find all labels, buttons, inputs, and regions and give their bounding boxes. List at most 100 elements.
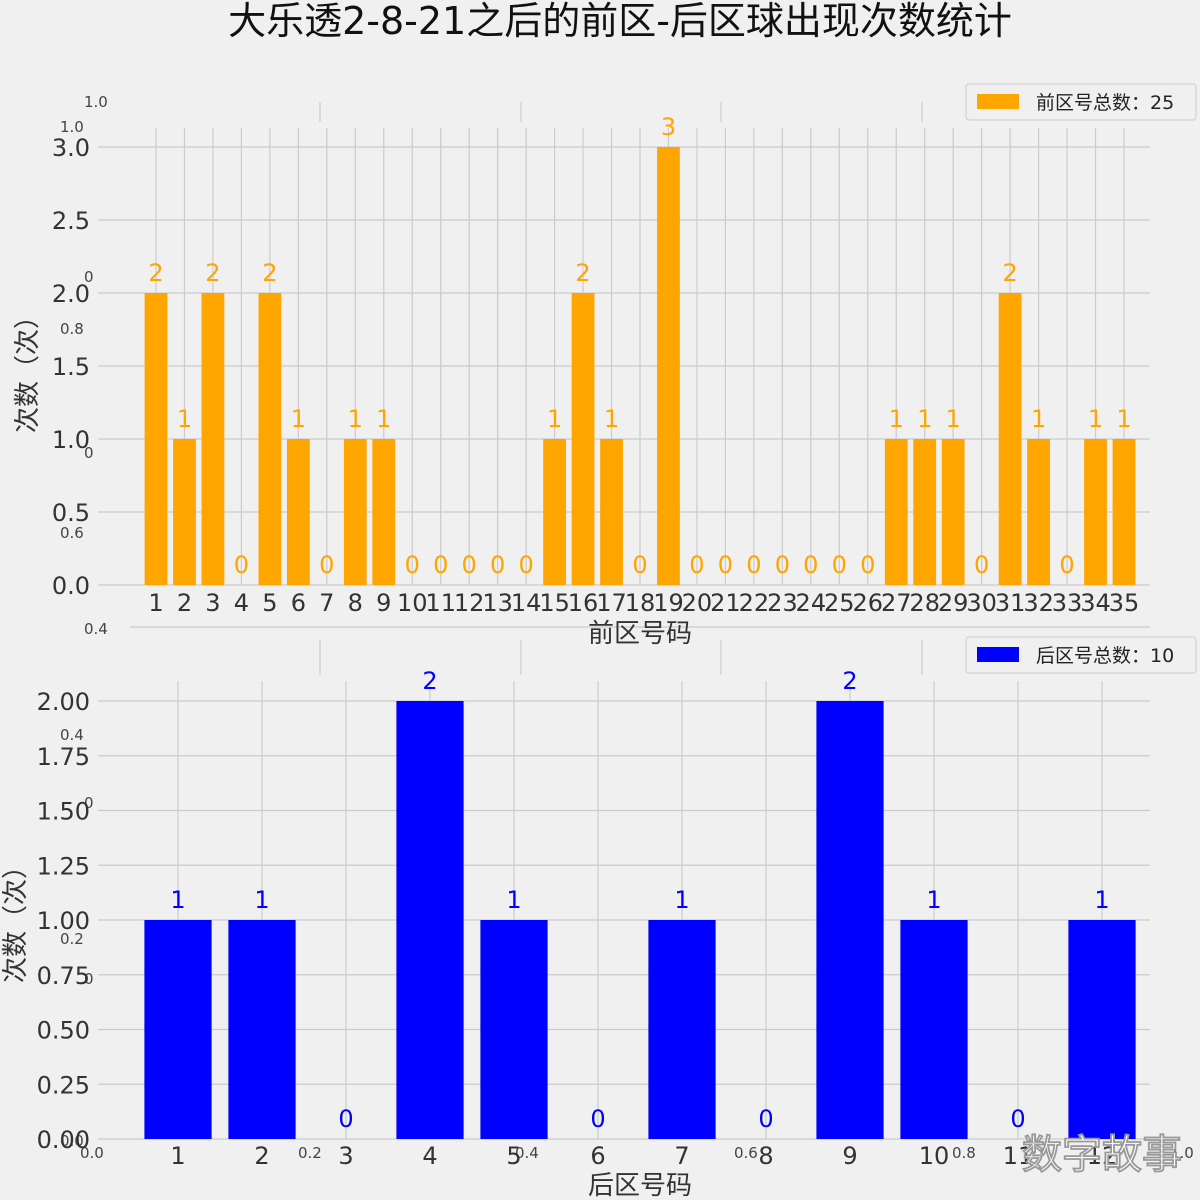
back-value-label: 1 xyxy=(254,886,269,914)
back-y-tick-label: 2.00 xyxy=(37,688,90,716)
back-value-label: 2 xyxy=(422,667,437,695)
back-value-label: 0 xyxy=(338,1105,353,1133)
front-value-label: 0 xyxy=(234,551,249,579)
back-legend: 后区号总数：10 xyxy=(965,636,1197,674)
front-x-tick-label: 22 xyxy=(739,589,770,617)
front-x-tick-label: 10 xyxy=(397,589,428,617)
ghost-tick-label: 0 xyxy=(84,444,94,462)
front-y-tick-labels: 0.0 0.5 1.0 1.5 2.0 2.5 3.0 xyxy=(52,134,90,600)
front-x-tick-label: 32 xyxy=(1023,589,1054,617)
front-x-tick-label: 25 xyxy=(824,589,855,617)
front-value-label: 0 xyxy=(689,551,704,579)
back-x-tick-label: 12 xyxy=(1087,1142,1118,1170)
front-value-label: 0 xyxy=(462,551,477,579)
front-bar xyxy=(884,439,908,585)
back-value-label: 0 xyxy=(590,1105,605,1133)
front-value-label: 1 xyxy=(889,405,904,433)
front-value-label: 0 xyxy=(319,551,334,579)
front-y-tick-label: 1.5 xyxy=(52,353,90,381)
front-value-label: 1 xyxy=(376,405,391,433)
back-bar xyxy=(396,701,464,1139)
front-x-axis-label: 前区号码 xyxy=(588,619,692,649)
front-x-tick-label: 24 xyxy=(796,589,827,617)
ghost-tick-label: 0.4 xyxy=(84,620,108,638)
front-value-label: 1 xyxy=(291,405,306,433)
front-value-label: 0 xyxy=(775,551,790,579)
back-y-tick-label: 1.00 xyxy=(37,907,90,935)
back-y-tick-label: 0.25 xyxy=(37,1071,90,1099)
back-bar xyxy=(144,920,212,1139)
front-legend: 前区号总数：25 xyxy=(965,83,1197,121)
front-x-tick-label: 35 xyxy=(1109,589,1140,617)
back-x-tick-labels: 1 2 3 4 5 6 7 8 9 10 11 12 xyxy=(170,1142,1117,1170)
front-y-tick-label: 0.0 xyxy=(52,572,90,600)
front-bar xyxy=(600,439,623,585)
ghost-tick-label: 0.8 xyxy=(60,320,84,338)
back-x-tick-label: 9 xyxy=(842,1142,857,1170)
front-bar xyxy=(571,293,595,585)
front-x-tick-label: 2 xyxy=(177,589,192,617)
front-legend-label: 前区号总数：25 xyxy=(1036,92,1174,114)
back-value-label: 1 xyxy=(674,886,689,914)
front-value-label: 1 xyxy=(348,405,363,433)
ghost-axes: 1.0 1.0 0 0.8 0 0.6 0.4 0.4 0 0.2 0 0.0 … xyxy=(60,93,1194,1162)
ghost-tick-label: 0.8 xyxy=(952,1144,976,1162)
ghost-tick-label: 0.0 xyxy=(80,1144,104,1162)
front-value-label: 0 xyxy=(1059,551,1074,579)
front-y-tick-label: 0.5 xyxy=(52,499,90,527)
front-bar xyxy=(343,439,367,585)
back-x-tick-label: 2 xyxy=(254,1142,269,1170)
ghost-tick-label: 0.4 xyxy=(60,726,84,744)
ghost-tick-label: 0 xyxy=(84,970,94,988)
front-x-tick-label: 5 xyxy=(262,589,277,617)
front-value-label: 1 xyxy=(177,405,192,433)
front-value-label: 3 xyxy=(661,113,676,141)
back-bar xyxy=(648,920,716,1139)
front-bar xyxy=(543,439,566,585)
front-value-label: 1 xyxy=(1088,405,1103,433)
front-x-tick-label: 17 xyxy=(596,589,627,617)
front-x-tick-label: 14 xyxy=(511,589,542,617)
ghost-tick-label: 0.2 xyxy=(60,930,84,948)
front-x-tick-label: 21 xyxy=(710,589,741,617)
front-x-tick-label: 34 xyxy=(1080,589,1111,617)
back-x-tick-label: 11 xyxy=(1003,1142,1034,1170)
front-y-tick-label: 3.0 xyxy=(52,134,90,162)
front-value-label: 2 xyxy=(262,259,277,287)
back-x-tick-label: 6 xyxy=(590,1142,605,1170)
front-x-tick-label: 26 xyxy=(852,589,883,617)
back-y-tick-label: 0.75 xyxy=(37,962,90,990)
ghost-tick-label: 0 xyxy=(84,268,94,286)
front-grid xyxy=(98,128,1150,586)
front-y-tick-label: 1.0 xyxy=(52,426,90,454)
front-x-tick-label: 31 xyxy=(995,589,1026,617)
back-y-tick-labels: 0.00 0.25 0.50 0.75 1.00 1.25 1.50 1.75 2.00 xyxy=(37,688,90,1154)
back-x-axis-label: 后区号码 xyxy=(588,1171,692,1200)
back-x-tick-label: 3 xyxy=(338,1142,353,1170)
back-bar xyxy=(900,920,968,1139)
front-value-label: 1 xyxy=(547,405,562,433)
front-value-label: 0 xyxy=(433,551,448,579)
front-x-tick-label: 3 xyxy=(205,589,220,617)
ghost-tick-label: 0.6 xyxy=(60,524,84,542)
front-bar xyxy=(173,439,196,585)
front-x-tick-label: 11 xyxy=(425,589,456,617)
ghost-tick-label: 0.0 xyxy=(60,1132,84,1150)
front-bar xyxy=(258,293,282,585)
front-x-tick-label: 1 xyxy=(148,589,163,617)
back-bar xyxy=(816,701,884,1139)
back-y-tick-label: 0.50 xyxy=(37,1017,90,1045)
ghost-tick-label: 0 xyxy=(84,794,94,812)
front-x-tick-label: 23 xyxy=(767,589,798,617)
front-value-label: 0 xyxy=(518,551,533,579)
back-y-tick-label: 0.00 xyxy=(37,1126,90,1154)
front-x-tick-label: 18 xyxy=(625,589,656,617)
front-value-label: 0 xyxy=(718,551,733,579)
back-legend-swatch xyxy=(977,647,1019,662)
back-x-tick-label: 1 xyxy=(170,1142,185,1170)
watermark: 数字故事 xyxy=(1022,1132,1182,1178)
front-bar xyxy=(1112,439,1136,585)
front-value-label: 0 xyxy=(746,551,761,579)
front-value-label: 1 xyxy=(946,405,961,433)
